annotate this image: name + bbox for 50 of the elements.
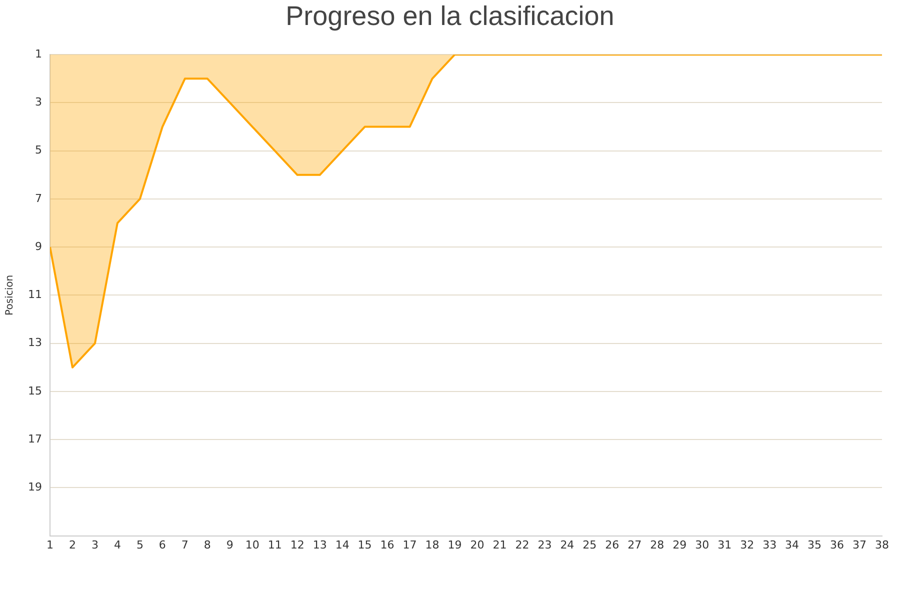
x-tick-label: 11 xyxy=(268,538,282,552)
x-tick-label: 4 xyxy=(114,538,121,552)
x-tick-label: 37 xyxy=(852,538,867,552)
x-tick-label: 28 xyxy=(650,538,664,552)
x-tick-label: 2 xyxy=(68,538,76,552)
x-tick-label: 34 xyxy=(785,538,800,552)
x-tick-label: 14 xyxy=(335,538,350,552)
y-tick-label: 9 xyxy=(34,240,42,253)
x-tick-label: 9 xyxy=(226,538,234,552)
x-tick-label: 5 xyxy=(136,538,144,552)
x-tick-label: 13 xyxy=(312,538,327,552)
x-tick-label: 31 xyxy=(718,538,732,552)
x-tick-label: 22 xyxy=(515,538,530,552)
x-tick-label: 8 xyxy=(204,538,211,552)
x-tick-label: 27 xyxy=(628,538,642,552)
x-tick-label: 24 xyxy=(560,538,574,552)
y-tick-label: 3 xyxy=(34,96,42,109)
y-tick-label: 19 xyxy=(28,480,42,494)
y-axis-title: Posicion xyxy=(4,274,16,316)
x-tick-label: 36 xyxy=(830,538,844,552)
x-tick-label: 3 xyxy=(91,538,98,552)
y-tick-label: 7 xyxy=(34,192,42,205)
y-tick-label: 17 xyxy=(28,432,42,446)
x-tick-label: 17 xyxy=(402,538,417,552)
y-tick-label: 13 xyxy=(28,336,42,350)
x-tick-label: 10 xyxy=(245,538,260,552)
x-tick-label: 35 xyxy=(808,538,822,552)
y-tick-label: 5 xyxy=(34,144,42,157)
x-tick-label: 26 xyxy=(605,538,620,552)
x-tick-label: 21 xyxy=(492,538,507,552)
chart-title: Progreso en la clasificacion xyxy=(284,0,616,33)
y-tick-label: 1 xyxy=(34,47,42,60)
x-tick-label: 33 xyxy=(762,538,777,552)
x-tick-label: 12 xyxy=(290,538,304,552)
y-tick-label: 15 xyxy=(28,384,42,398)
x-tick-label: 30 xyxy=(695,538,710,552)
x-tick-label: 38 xyxy=(875,538,889,552)
x-tick-label: 23 xyxy=(538,538,552,552)
y-tick-label: 11 xyxy=(28,288,42,302)
x-tick-label: 16 xyxy=(380,538,394,552)
x-tick-label: 32 xyxy=(740,538,754,552)
x-tick-label: 18 xyxy=(425,538,440,552)
x-tick-label: 1 xyxy=(46,538,54,552)
x-tick-label: 19 xyxy=(448,538,462,552)
x-tick-label: 25 xyxy=(582,538,597,552)
x-tick-label: 6 xyxy=(158,538,166,552)
x-tick-label: 7 xyxy=(181,538,188,552)
x-tick-label: 29 xyxy=(672,538,687,552)
x-tick-label: 15 xyxy=(358,538,372,552)
x-tick-label: 20 xyxy=(470,538,484,552)
